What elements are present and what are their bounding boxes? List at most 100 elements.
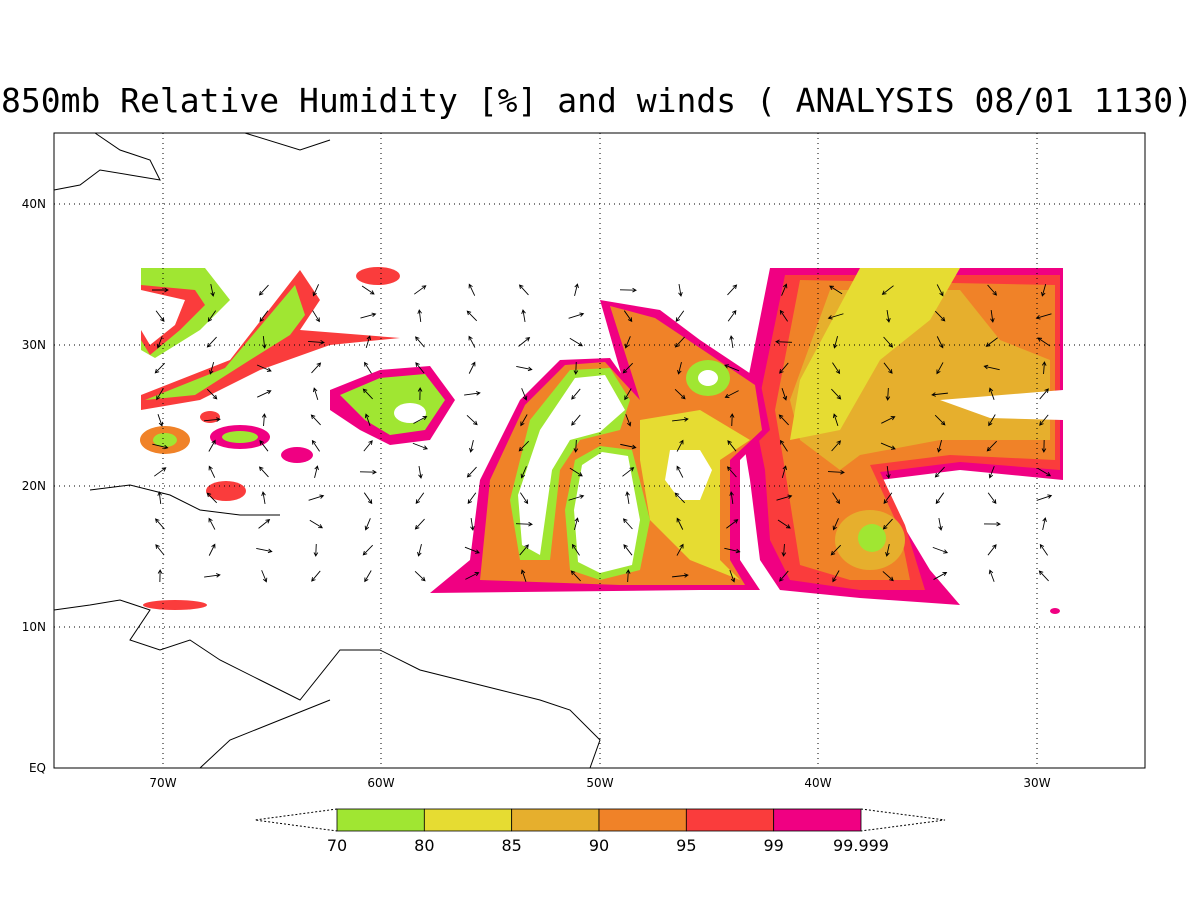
wind-arrow — [1039, 414, 1049, 426]
wind-arrow — [261, 413, 267, 427]
wind-arrow — [1039, 543, 1049, 556]
colorbar-label: 95 — [676, 836, 696, 855]
wind-arrow — [727, 284, 738, 296]
colorbar-swatch — [511, 808, 600, 832]
wind-arrow — [520, 569, 527, 582]
wind-arrow — [934, 466, 945, 478]
wind-arrow — [882, 571, 894, 582]
wind-arrow — [724, 547, 741, 554]
wind-arrow — [674, 492, 686, 504]
wind-arrow — [361, 285, 375, 295]
wind-arrow — [625, 491, 630, 505]
wind-arrow — [571, 543, 580, 556]
wind-arrow — [467, 492, 477, 505]
wind-arrow — [571, 388, 581, 400]
wind-arrow — [466, 466, 477, 478]
wind-arrow — [518, 440, 530, 452]
wind-arrow — [886, 465, 891, 479]
wind-arrow — [775, 339, 793, 345]
wind-arrow — [520, 414, 528, 427]
wind-arrow — [620, 443, 637, 450]
humidity-field — [140, 267, 1063, 614]
wind-arrow — [832, 492, 841, 505]
wind-arrow — [885, 543, 890, 557]
lat-label: 20N — [22, 479, 46, 493]
colorbar-label: 99.999 — [833, 836, 889, 855]
wind-arrow — [674, 336, 685, 348]
wind-arrow — [204, 417, 221, 422]
colorbar-swatch — [598, 808, 687, 832]
wind-vectors — [152, 283, 1053, 583]
wind-arrow — [415, 362, 425, 374]
wind-arrow — [727, 440, 737, 452]
wind-arrow — [360, 312, 377, 319]
wind-arrow — [470, 517, 475, 531]
wind-arrow — [363, 492, 373, 505]
wind-arrow — [206, 492, 218, 504]
wind-arrow — [1038, 570, 1049, 582]
wind-arrow — [258, 466, 269, 478]
colorbar: 70 80 85 90 95 99 99.999 — [254, 808, 946, 855]
wind-arrow — [469, 439, 474, 453]
wind-arrow — [1041, 284, 1047, 297]
wind-arrow — [983, 364, 1000, 371]
colorbar-swatch — [685, 808, 775, 832]
colorbar-swatch — [336, 808, 425, 832]
wind-arrow — [619, 287, 637, 293]
wind-arrow — [308, 494, 325, 501]
lon-label: 40W — [804, 776, 831, 790]
wind-arrow — [417, 387, 423, 401]
wind-arrow — [209, 362, 215, 375]
wind-arrow — [521, 309, 526, 323]
lon-label: 60W — [367, 776, 394, 790]
wind-arrow — [781, 283, 788, 296]
wind-arrow — [468, 361, 476, 374]
wind-arrow — [1039, 388, 1049, 400]
wind-arrow — [468, 283, 476, 296]
wind-arrow — [1035, 313, 1052, 320]
wind-arrow — [729, 491, 734, 505]
wind-arrow — [987, 492, 997, 505]
wind-arrow — [156, 388, 164, 401]
wind-arrow — [468, 335, 476, 348]
wind-arrow — [729, 413, 735, 427]
wind-arrow — [676, 543, 684, 556]
wind-arrow — [257, 390, 272, 398]
wind-arrow — [833, 335, 838, 349]
wind-arrow — [779, 439, 788, 452]
wind-arrow — [625, 414, 632, 427]
wind-arrow — [256, 548, 273, 554]
colorbar-extension — [254, 808, 946, 832]
lat-label: 40N — [22, 197, 46, 211]
wind-arrow — [259, 310, 269, 322]
wind-arrow — [465, 572, 480, 580]
wind-arrow — [931, 392, 948, 397]
wind-arrow — [676, 517, 684, 530]
wind-arrow — [573, 361, 579, 375]
wind-arrow — [309, 519, 323, 529]
wind-arrow — [413, 416, 428, 424]
wind-arrow — [521, 388, 528, 401]
wind-arrow — [724, 364, 740, 372]
wind-arrow — [155, 544, 165, 556]
wind-arrow — [831, 388, 842, 400]
wind-arrow — [779, 362, 789, 374]
wind-arrow — [827, 313, 844, 320]
wind-arrow — [622, 362, 634, 374]
wind-arrow — [832, 570, 840, 583]
wind-arrow — [880, 442, 896, 450]
wind-arrow — [312, 284, 319, 297]
wind-arrow — [258, 284, 269, 296]
wind-arrow — [933, 571, 948, 580]
wind-arrow — [830, 544, 842, 556]
wind-arrow — [262, 335, 267, 349]
wind-arrow — [729, 570, 736, 583]
wind-arrow — [675, 310, 685, 323]
wind-arrow — [157, 569, 163, 583]
wind-arrow — [571, 414, 581, 426]
wind-arrow — [210, 283, 215, 297]
colorbar-label: 80 — [414, 836, 434, 855]
wind-arrow — [883, 362, 893, 374]
wind-arrow — [313, 543, 319, 557]
wind-arrow — [256, 364, 272, 372]
